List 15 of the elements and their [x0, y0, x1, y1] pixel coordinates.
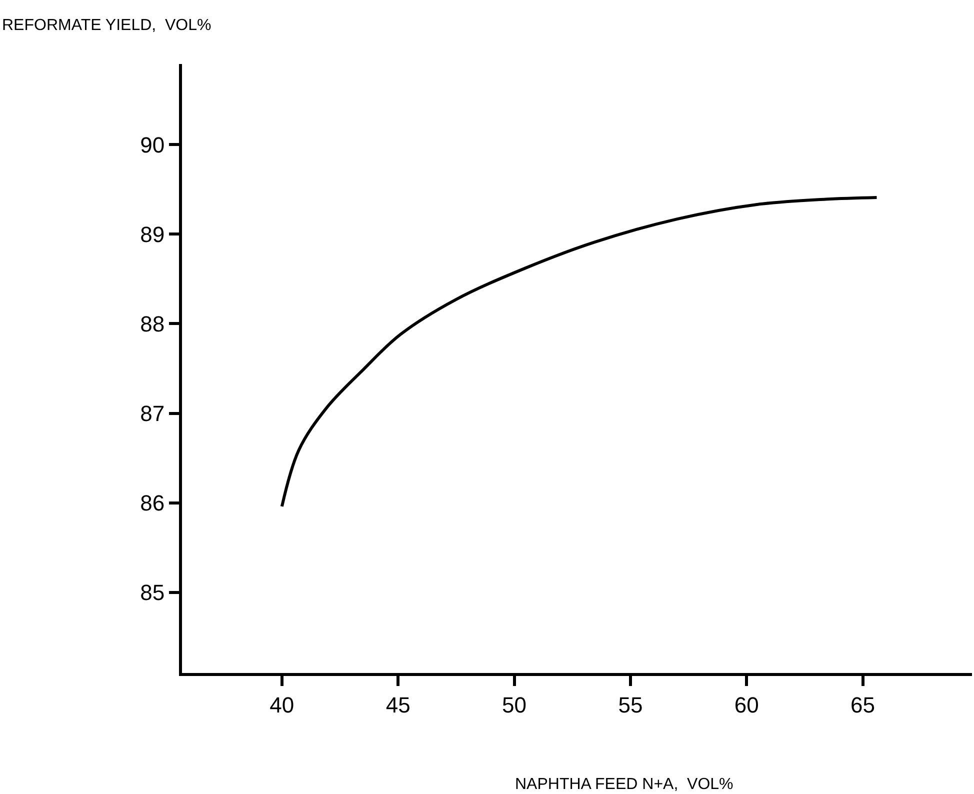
- y-tick-label: 86: [140, 490, 165, 516]
- x-tick-label: 45: [386, 692, 410, 718]
- x-tick-label: 65: [850, 692, 876, 718]
- y-tick-label: 87: [140, 400, 165, 426]
- y-tick-label: 88: [140, 311, 165, 336]
- x-tick-label: 40: [270, 692, 294, 718]
- y-tick-label: 90: [140, 132, 165, 158]
- x-tick-label: 55: [618, 692, 643, 718]
- line-series: [280, 196, 878, 508]
- y-tick-label: 85: [140, 580, 165, 606]
- y-axis-title: REFORMATE YIELD, VOL%: [2, 17, 212, 34]
- x-tick-label: 60: [734, 692, 759, 718]
- x-axis-title: NAPHTHA FEED N+A, VOL%: [515, 776, 734, 793]
- y-tick-label: 89: [140, 222, 165, 247]
- x-tick-label: 50: [502, 692, 526, 718]
